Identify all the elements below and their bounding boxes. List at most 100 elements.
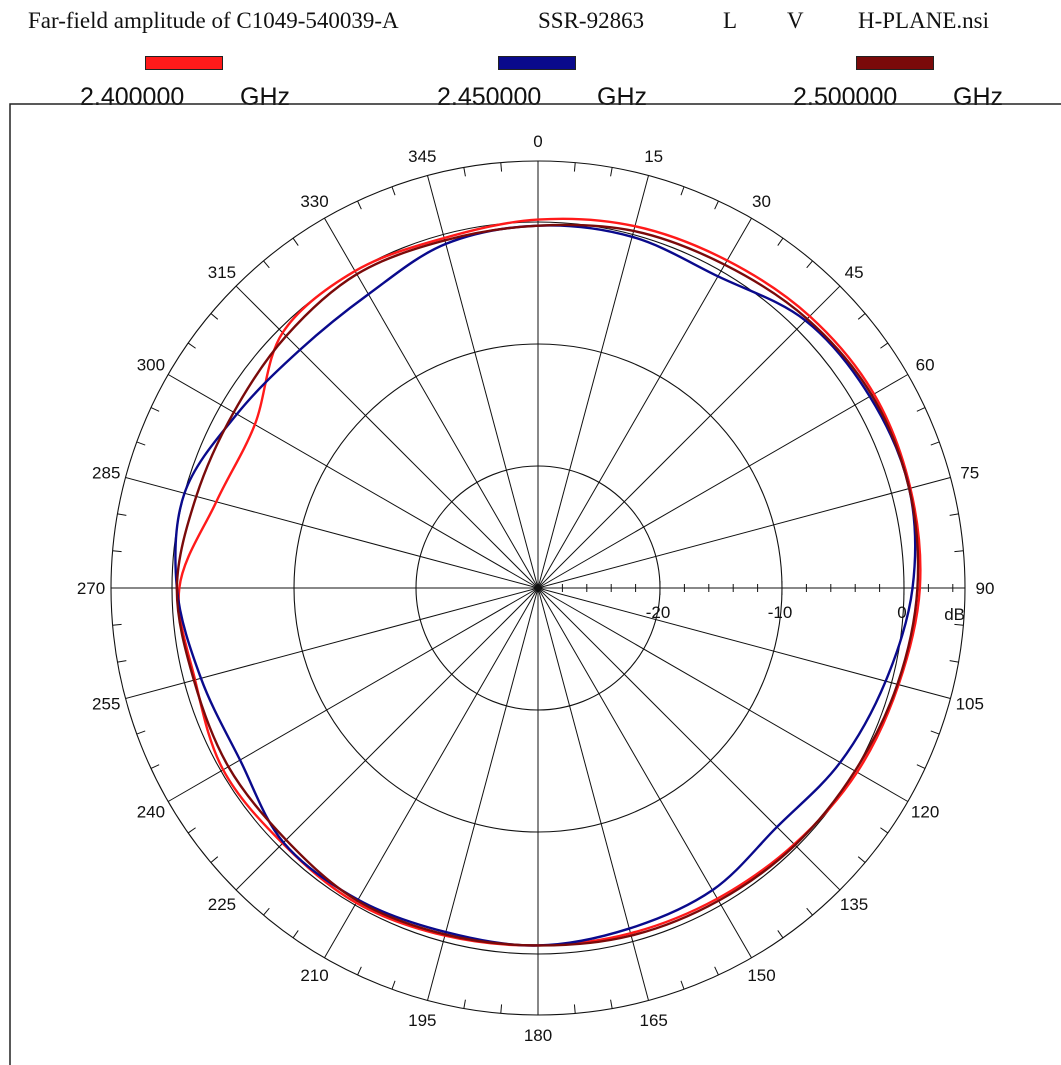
angle-label: 345 xyxy=(408,147,436,166)
legend-swatch-blue xyxy=(498,56,576,70)
outer-tick xyxy=(463,167,466,177)
legend-unit-2: GHz xyxy=(597,83,647,111)
legend-value-2: 2.450000 xyxy=(437,83,542,111)
grid-spoke xyxy=(167,374,539,589)
angle-label: 105 xyxy=(956,695,984,714)
outer-tick xyxy=(880,342,889,349)
grid-spoke xyxy=(537,587,841,891)
angle-label: 225 xyxy=(208,895,236,914)
outer-tick xyxy=(500,1004,503,1014)
outer-tick xyxy=(573,1004,576,1014)
outer-tick xyxy=(292,237,299,246)
legend-value-3: 2.500000 xyxy=(793,83,898,111)
grid-spoke xyxy=(324,217,539,589)
angle-label: 30 xyxy=(752,192,771,211)
outer-tick xyxy=(187,827,196,834)
outer-tick xyxy=(391,186,396,196)
outer-tick xyxy=(857,856,866,863)
grid-spoke xyxy=(537,175,649,589)
grid-spoke xyxy=(125,477,539,589)
grid-spoke xyxy=(537,477,951,589)
angle-label: 135 xyxy=(840,895,868,914)
legend-value-1: 2.400000 xyxy=(80,83,185,111)
outer-tick xyxy=(806,907,813,916)
outer-tick xyxy=(112,550,122,553)
outer-tick xyxy=(357,966,362,976)
radial-unit-label: dB xyxy=(944,605,965,624)
angle-label: 15 xyxy=(644,147,663,166)
outer-tick xyxy=(136,730,146,735)
grid-spoke xyxy=(537,587,951,699)
grid-spoke xyxy=(125,587,539,699)
outer-tick xyxy=(117,660,127,663)
legend-swatch-red xyxy=(145,56,223,70)
title-part: SSR-92863 xyxy=(538,8,645,33)
grid-spoke xyxy=(537,285,841,589)
grid-spoke xyxy=(537,587,909,802)
title-file: H-PLANE.nsi xyxy=(858,8,989,33)
angle-label: 210 xyxy=(300,966,328,985)
outer-tick xyxy=(680,186,685,196)
title-main: Far-field amplitude of C1049-540039-A xyxy=(28,8,399,33)
outer-tick xyxy=(880,827,889,834)
angle-label: 180 xyxy=(524,1026,552,1045)
outer-tick xyxy=(136,441,146,446)
outer-tick xyxy=(150,407,160,412)
angle-label: 255 xyxy=(92,695,120,714)
outer-tick xyxy=(714,966,719,976)
radial-tick-label: 0 xyxy=(897,603,906,622)
angle-label: 45 xyxy=(845,263,864,282)
legend-unit-1: GHz xyxy=(240,83,290,111)
angle-label: 60 xyxy=(916,356,935,375)
angle-label: 195 xyxy=(408,1011,436,1030)
grid-spoke xyxy=(537,374,909,589)
outer-tick xyxy=(112,623,122,626)
grid-spoke xyxy=(427,587,539,1001)
outer-tick xyxy=(150,764,160,769)
title-flag-v: V xyxy=(787,8,804,33)
outer-tick xyxy=(573,162,576,172)
angle-label: 285 xyxy=(92,463,120,482)
grid-spoke xyxy=(537,587,649,1001)
radial-tick-label: -10 xyxy=(768,603,793,622)
center-point xyxy=(535,585,541,591)
angle-label: 90 xyxy=(976,579,995,598)
outer-tick xyxy=(610,167,613,177)
outer-tick xyxy=(292,930,299,939)
outer-tick xyxy=(949,513,959,516)
title-flag-l: L xyxy=(723,8,738,33)
outer-tick xyxy=(117,513,127,516)
angle-label: 75 xyxy=(960,463,979,482)
outer-tick xyxy=(210,313,219,320)
outer-tick xyxy=(263,260,270,269)
outer-tick xyxy=(930,730,940,735)
outer-tick xyxy=(806,260,813,269)
outer-tick xyxy=(210,856,219,863)
grid-spoke xyxy=(324,587,539,959)
angle-label: 300 xyxy=(137,356,165,375)
angle-label: 270 xyxy=(77,579,105,598)
outer-tick xyxy=(954,550,964,553)
chart-title: Far-field amplitude of C1049-540039-A SS… xyxy=(28,8,1058,42)
outer-tick xyxy=(954,623,964,626)
legend-unit-3: GHz xyxy=(953,83,1003,111)
angle-label: 0 xyxy=(533,132,542,151)
outer-tick xyxy=(857,313,866,320)
outer-tick xyxy=(610,999,613,1009)
series-line-3 xyxy=(175,223,920,947)
outer-tick xyxy=(916,764,926,769)
angle-label: 330 xyxy=(300,192,328,211)
outer-tick xyxy=(357,200,362,210)
angle-label: 150 xyxy=(747,966,775,985)
angle-label: 120 xyxy=(911,803,939,822)
outer-tick xyxy=(463,999,466,1009)
grid-spoke xyxy=(167,587,539,802)
outer-tick xyxy=(930,441,940,446)
outer-tick xyxy=(500,162,503,172)
angle-label: 315 xyxy=(208,263,236,282)
outer-tick xyxy=(777,930,784,939)
outer-tick xyxy=(263,907,270,916)
outer-tick xyxy=(949,660,959,663)
outer-tick xyxy=(916,407,926,412)
